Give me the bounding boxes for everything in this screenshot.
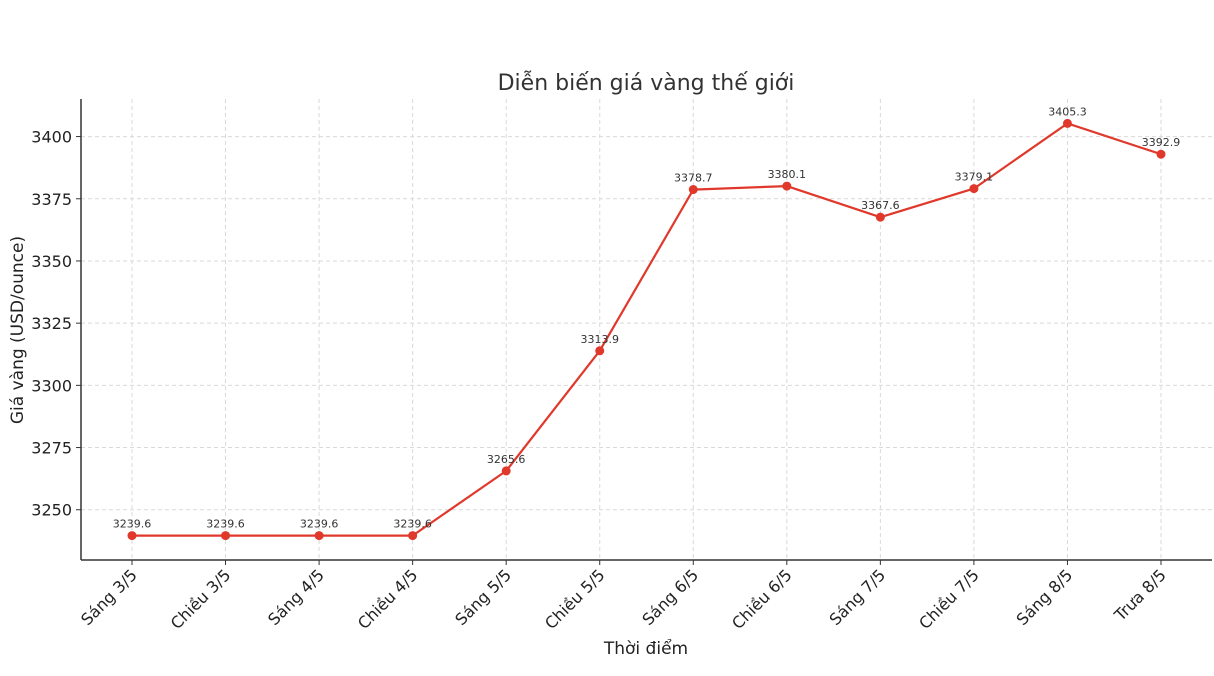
data-point xyxy=(1062,118,1072,128)
x-tick-label: Sáng 3/5 xyxy=(77,565,141,629)
y-tick-label: 3375 xyxy=(31,190,72,209)
data-label: 3239.6 xyxy=(300,518,339,531)
x-tick-label: Sáng 4/5 xyxy=(264,565,328,629)
data-label: 3239.6 xyxy=(113,518,152,531)
y-tick-label: 3325 xyxy=(31,314,72,333)
y-tick-label: 3400 xyxy=(31,128,72,147)
data-point xyxy=(127,531,137,541)
data-point xyxy=(782,181,792,191)
data-point xyxy=(688,185,698,195)
x-tick-label: Sáng 6/5 xyxy=(638,565,702,629)
y-tick-label: 3250 xyxy=(31,501,72,520)
series-line xyxy=(132,122,1162,537)
data-point xyxy=(221,531,231,541)
y-tick-label: 3350 xyxy=(31,252,72,271)
x-tick-label: Chiều 7/5 xyxy=(915,565,983,633)
data-label: 3239.6 xyxy=(206,518,245,531)
series-layer xyxy=(127,118,1166,541)
data-label: 3265.6 xyxy=(487,453,526,466)
x-tick-label: Sáng 8/5 xyxy=(1013,565,1077,629)
y-tick-layer: 3250 3275 3300 3325 3350 3375 3400 xyxy=(31,128,81,520)
data-label: 3379.1 xyxy=(955,171,994,184)
x-axis-label: Thời điểm xyxy=(603,638,688,659)
x-tick-label: Chiều 6/5 xyxy=(728,565,796,633)
data-label: 3378.7 xyxy=(674,172,713,185)
data-label: 3313.9 xyxy=(580,333,619,346)
data-label: 3367.6 xyxy=(861,199,900,212)
data-label: 3405.3 xyxy=(1048,105,1087,118)
x-tick-label: Chiều 3/5 xyxy=(167,565,235,633)
data-point xyxy=(501,466,511,476)
data-point xyxy=(408,531,418,541)
data-point xyxy=(875,212,885,222)
data-label-layer: 3239.6 3239.6 3239.6 3239.6 3265.6 3313.9 3378… xyxy=(113,105,1181,530)
grid-layer xyxy=(81,99,1212,560)
y-tick-label: 3275 xyxy=(31,439,72,458)
data-point xyxy=(314,531,324,541)
x-tick-label: Trưa 8/5 xyxy=(1110,565,1170,625)
y-axis-label: Giá vàng (USD/ounce) xyxy=(8,236,28,424)
data-label: 3239.6 xyxy=(393,518,432,531)
data-label: 3380.1 xyxy=(768,168,807,181)
x-tick-label: Sáng 5/5 xyxy=(451,565,515,629)
data-point xyxy=(969,184,979,194)
data-label: 3392.9 xyxy=(1142,136,1181,149)
x-tick-label: Sáng 7/5 xyxy=(825,565,889,629)
data-point xyxy=(1156,149,1166,159)
chart-title: Diễn biến giá vàng thế giới xyxy=(498,70,795,96)
x-tick-label: Chiều 5/5 xyxy=(541,565,609,633)
y-tick-label: 3300 xyxy=(31,376,72,395)
x-tick-layer: Sáng 3/5 Chiều 3/5 Sáng 4/5 Chiều 4/5 Sáng 5… xyxy=(77,560,1170,633)
data-point xyxy=(595,346,605,356)
x-tick-label: Chiều 4/5 xyxy=(354,565,422,633)
